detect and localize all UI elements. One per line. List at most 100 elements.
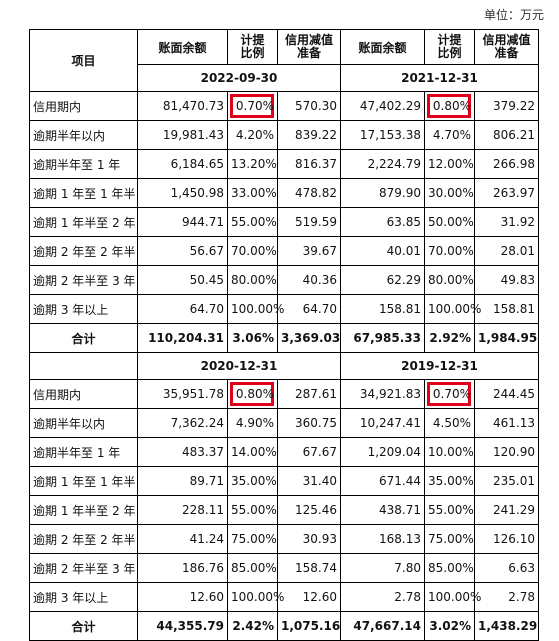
reserve-left: 30.93: [277, 524, 341, 554]
balance-left: 12.60: [137, 582, 228, 612]
reserve-right: 6.63: [474, 553, 539, 583]
ratio-left: 85.00%: [227, 553, 278, 583]
ratio-right: 70.00%: [424, 236, 475, 266]
balance-left: 7,362.24: [137, 408, 228, 438]
total-row: 合计 110,204.31 3.06% 3,369.03 67,985.33 2.92% 1…: [29, 323, 539, 353]
total-reserve-right: 1,438.29: [474, 611, 539, 641]
header-item: 项目: [29, 29, 138, 92]
reserve-left: 519.59: [277, 207, 341, 237]
total-ratio-left: 2.42%: [227, 611, 278, 641]
ratio-right: 10.00%: [424, 437, 475, 467]
table-row: 逾期半年至 1 年 6,184.65 13.20% 816.37 2,224.79 12.…: [29, 149, 539, 179]
row-label: 逾期 1 年半至 2 年: [29, 207, 138, 237]
header-reserve-right: 信用减值 准备: [474, 29, 539, 65]
ratio-right: 100.00%: [424, 582, 481, 612]
reserve-right: 379.22: [474, 91, 539, 121]
balance-right: 158.81: [340, 294, 425, 324]
reserve-left: 31.40: [277, 466, 341, 496]
total-balance-right: 67,985.33: [340, 323, 425, 353]
ratio-right: 4.50%: [424, 408, 475, 438]
balance-right: 2,224.79: [340, 149, 425, 179]
header-reserve-left: 信用减值 准备: [277, 29, 341, 65]
header-ratio-line2: 比例: [437, 46, 462, 60]
table-row: 信用期内 35,951.78 0.80% 287.61 34,921.83 0.70% 24…: [29, 379, 539, 409]
total-ratio-right: 3.02%: [424, 611, 475, 641]
reserve-left: 478.82: [277, 178, 341, 208]
ratio-left: 4.90%: [227, 408, 278, 438]
ratio-left: 55.00%: [227, 495, 278, 525]
ratio-right: 100.00%: [424, 294, 481, 324]
reserve-right: 241.29: [474, 495, 539, 525]
ratio-right: 0.80%: [424, 91, 475, 121]
ratio-right: 85.00%: [424, 553, 475, 583]
reserve-left: 287.61: [277, 379, 341, 409]
balance-right: 62.29: [340, 265, 425, 295]
row-label: 信用期内: [29, 379, 138, 409]
balance-left: 56.67: [137, 236, 228, 266]
header-balance-left: 账面余额: [137, 29, 228, 65]
balance-right: 1,209.04: [340, 437, 425, 467]
total-row: 合计 44,355.79 2.42% 1,075.16 47,667.14 3.02% 1,…: [29, 611, 539, 641]
ratio-left: 100.00%: [227, 582, 284, 612]
header-ratio-line1: 计提: [240, 33, 265, 47]
reserve-left: 12.60: [277, 582, 341, 612]
ratio-right: 80.00%: [424, 265, 475, 295]
total-balance-left: 110,204.31: [137, 323, 228, 353]
row-label: 逾期 2 年至 2 年半: [29, 236, 138, 266]
reserve-right: 120.90: [474, 437, 539, 467]
reserve-left: 40.36: [277, 265, 341, 295]
total-reserve-left: 3,369.03: [277, 323, 341, 353]
row-label: 逾期 1 年至 1 年半: [29, 178, 138, 208]
total-label: 合计: [29, 323, 138, 353]
balance-right: 7.80: [340, 553, 425, 583]
total-reserve-right: 1,984.95: [474, 323, 539, 353]
reserve-right: 2.78: [474, 582, 539, 612]
total-ratio-right: 2.92%: [424, 323, 475, 353]
header-ratio-line1: 计提: [437, 33, 462, 47]
row-label: 逾期 2 年半至 3 年: [29, 265, 138, 295]
balance-left: 81,470.73: [137, 91, 228, 121]
header-reserve-line2: 准备: [494, 46, 519, 60]
header-balance-right: 账面余额: [340, 29, 425, 65]
header-ratio-left: 计提 比例: [227, 29, 278, 65]
table-row: 逾期 2 年至 2 年半 41.24 75.00% 30.93 168.13 75.00%…: [29, 524, 539, 554]
balance-right: 671.44: [340, 466, 425, 496]
reserve-right: 461.13: [474, 408, 539, 438]
reserve-right: 263.97: [474, 178, 539, 208]
balance-left: 944.71: [137, 207, 228, 237]
row-label: 逾期 3 年以上: [29, 582, 138, 612]
ratio-value: 0.80%: [432, 99, 471, 113]
ratio-right: 75.00%: [424, 524, 475, 554]
receivables-aging-table: 项目 账面余额 计提 比例 信用减值 准备 账面余额 计提 比例 信用减值 准备 202…: [29, 29, 539, 641]
balance-left: 64.70: [137, 294, 228, 324]
reserve-left: 816.37: [277, 149, 341, 179]
ratio-left: 80.00%: [227, 265, 278, 295]
balance-left: 41.24: [137, 524, 228, 554]
ratio-right: 0.70%: [424, 379, 475, 409]
balance-right: 63.85: [340, 207, 425, 237]
table-row: 逾期半年以内 19,981.43 4.20% 839.22 17,153.38 4.70%…: [29, 120, 539, 150]
balance-right: 2.78: [340, 582, 425, 612]
table-row: 逾期 2 年至 2 年半 56.67 70.00% 39.67 40.01 70.00% 2…: [29, 236, 539, 266]
reserve-left: 64.70: [277, 294, 341, 324]
ratio-left: 70.00%: [227, 236, 278, 266]
ratio-left: 100.00%: [227, 294, 284, 324]
ratio-value: 0.70%: [235, 99, 274, 113]
balance-right: 10,247.41: [340, 408, 425, 438]
row-label: 逾期 1 年半至 2 年: [29, 495, 138, 525]
balance-left: 89.71: [137, 466, 228, 496]
table-row: 逾期 1 年半至 2 年 944.71 55.00% 519.59 63.85 50.00…: [29, 207, 539, 237]
reserve-left: 360.75: [277, 408, 341, 438]
ratio-value: 0.70%: [432, 387, 471, 401]
header-reserve-line1: 信用减值: [284, 33, 333, 47]
reserve-left: 839.22: [277, 120, 341, 150]
table-row: 逾期 3 年以上 64.70 100.00% 64.70 158.81 100.00% 15…: [29, 294, 539, 324]
reserve-right: 28.01: [474, 236, 539, 266]
period-date-left: 2020-12-31: [137, 352, 341, 380]
reserve-right: 266.98: [474, 149, 539, 179]
ratio-left: 55.00%: [227, 207, 278, 237]
row-label: 逾期 3 年以上: [29, 294, 138, 324]
reserve-right: 31.92: [474, 207, 539, 237]
ratio-right: 55.00%: [424, 495, 475, 525]
table-row: 逾期 2 年半至 3 年 50.45 80.00% 40.36 62.29 80.00% 4…: [29, 265, 539, 295]
